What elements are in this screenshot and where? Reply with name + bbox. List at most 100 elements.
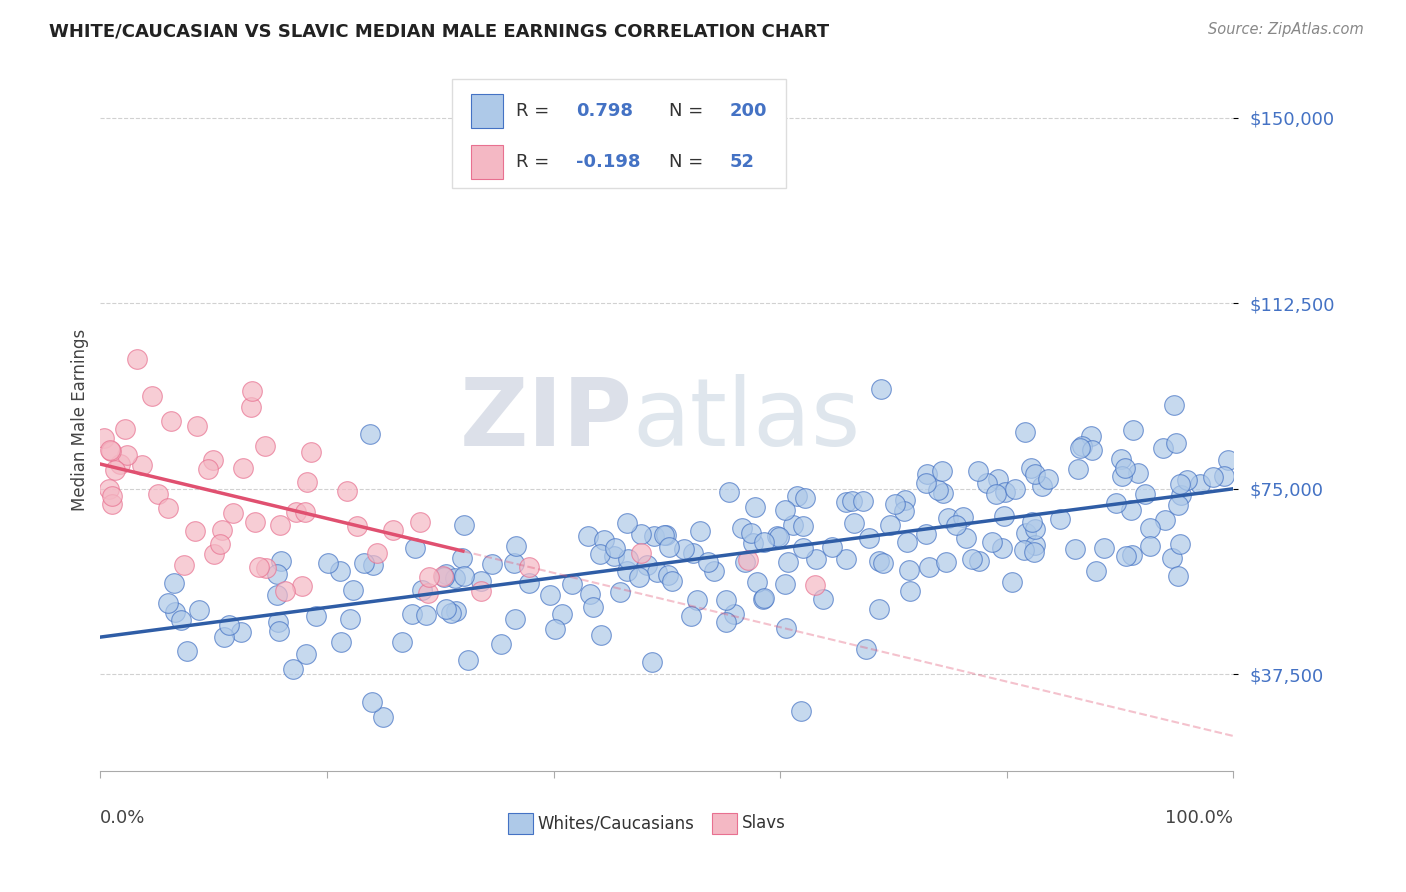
Point — [170, 613, 193, 627]
Point — [208, 537, 231, 551]
Point — [409, 516, 432, 530]
Point — [616, 552, 638, 566]
Point — [640, 655, 662, 669]
Point — [433, 570, 456, 584]
Point — [1168, 476, 1191, 491]
Point — [267, 615, 290, 629]
Point — [404, 541, 426, 556]
Point — [773, 503, 796, 517]
Point — [131, 458, 153, 472]
Point — [270, 554, 292, 568]
Text: WHITE/CAUCASIAN VS SLAVIC MEDIAN MALE EARNINGS CORRELATION CHART: WHITE/CAUCASIAN VS SLAVIC MEDIAN MALE EA… — [49, 22, 830, 40]
Point — [98, 483, 121, 497]
Point — [305, 608, 328, 623]
Point — [679, 608, 702, 623]
Point — [870, 382, 893, 396]
Point — [605, 541, 627, 555]
Point — [141, 389, 163, 403]
Point — [1063, 542, 1085, 557]
Point — [782, 518, 804, 533]
Point — [294, 647, 316, 661]
Point — [652, 528, 675, 542]
Point — [202, 547, 225, 561]
Point — [917, 467, 939, 482]
Point — [266, 566, 288, 581]
Point — [214, 630, 236, 644]
Point — [630, 546, 652, 560]
Point — [1019, 461, 1042, 475]
Point — [444, 604, 467, 618]
Point — [157, 501, 180, 516]
Point — [197, 461, 219, 475]
Point — [100, 497, 122, 511]
Point — [297, 475, 319, 489]
Point — [1119, 503, 1142, 517]
Point — [851, 493, 873, 508]
Point — [361, 695, 384, 709]
Text: Whites/Caucasians: Whites/Caucasians — [537, 814, 695, 832]
Point — [654, 528, 676, 542]
Point — [93, 431, 115, 445]
Point — [100, 443, 122, 458]
Point — [329, 564, 352, 578]
Point — [773, 577, 796, 591]
Point — [723, 607, 745, 621]
Point — [489, 637, 512, 651]
Point — [804, 578, 827, 592]
Point — [517, 575, 540, 590]
Point — [1024, 467, 1046, 481]
Point — [628, 570, 651, 584]
Point — [267, 624, 290, 639]
Point — [1126, 466, 1149, 480]
Point — [1115, 549, 1137, 563]
Point — [1163, 398, 1185, 412]
Point — [741, 536, 763, 550]
Text: 200: 200 — [730, 102, 766, 120]
Point — [915, 527, 938, 541]
Point — [361, 558, 384, 572]
Point — [786, 490, 808, 504]
Point — [187, 603, 209, 617]
Point — [1133, 487, 1156, 501]
Point — [682, 546, 704, 560]
Point — [714, 593, 737, 607]
Bar — [711, 813, 737, 834]
Point — [858, 531, 880, 545]
Point — [1049, 512, 1071, 526]
Point — [551, 607, 574, 621]
Point — [229, 625, 252, 640]
Point — [505, 540, 527, 554]
Point — [159, 414, 181, 428]
Point — [1081, 443, 1104, 458]
Point — [1022, 545, 1045, 559]
Point — [893, 503, 915, 517]
Point — [616, 516, 638, 530]
Point — [434, 602, 457, 616]
Point — [381, 524, 404, 538]
Point — [1164, 436, 1187, 450]
Point — [1168, 537, 1191, 551]
Point — [896, 535, 918, 549]
Point — [1175, 474, 1198, 488]
Point — [776, 555, 799, 569]
Point — [740, 525, 762, 540]
Point — [1122, 423, 1144, 437]
Point — [163, 605, 186, 619]
Point — [790, 704, 813, 718]
Point — [1167, 569, 1189, 583]
Text: 52: 52 — [730, 153, 754, 171]
Point — [254, 439, 277, 453]
Point — [1121, 548, 1143, 562]
Text: 0.0%: 0.0% — [100, 809, 146, 827]
Point — [184, 524, 207, 538]
Point — [1084, 564, 1107, 578]
Point — [872, 556, 894, 570]
Point — [242, 384, 264, 398]
Point — [299, 445, 322, 459]
Point — [401, 607, 423, 622]
Point — [117, 449, 139, 463]
Point — [806, 552, 828, 566]
Bar — [471, 95, 502, 128]
Y-axis label: Median Male Earnings: Median Male Earnings — [72, 328, 89, 511]
Point — [453, 569, 475, 583]
